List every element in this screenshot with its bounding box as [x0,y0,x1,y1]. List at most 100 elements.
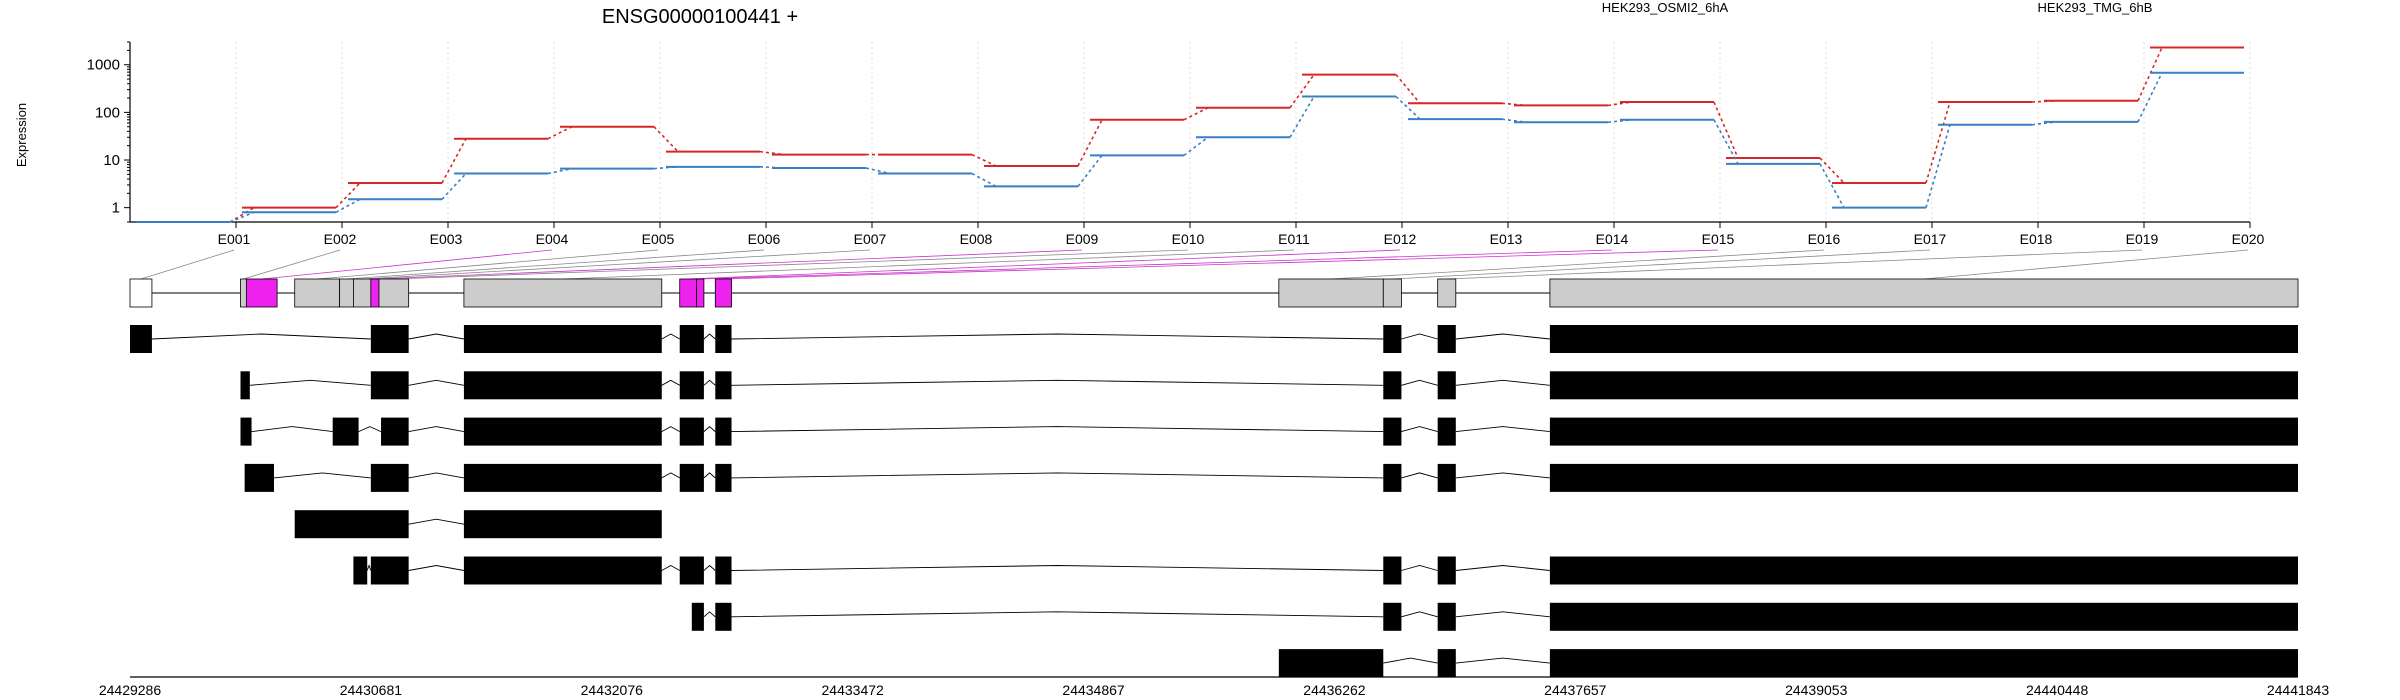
x-tick-label: E004 [536,231,569,247]
exon-connector [393,249,1189,280]
exon-bin [339,278,354,308]
exon-connector [140,249,235,280]
exon-bin [1382,278,1402,308]
transcript-intron [358,426,382,433]
exon-bin [1278,278,1384,308]
transcript-intron [1455,611,1550,618]
transcript-intron [251,426,333,433]
transcript-intron [1401,426,1438,433]
transcript-intron [1455,333,1550,340]
exon-bin [463,278,663,308]
y-axis-label: Expression [14,103,29,167]
exon-bin [378,278,410,308]
transcript-intron [1455,565,1550,571]
transcript-intron [661,472,680,479]
coord-tick-label: 24429286 [99,682,162,698]
legend-entry: HEK293_OSMI2_6hA [1602,0,1729,15]
coordinate-axis: 24429286 24430681 24432076 24433472 24434867… [99,676,2330,698]
transcript-exon [679,325,704,353]
x-tick-label: E012 [1384,231,1417,247]
coord-tick-label: 24430681 [340,682,403,698]
x-tick-label: E008 [960,231,993,247]
series [136,46,2244,223]
exon-connector [1392,249,1931,280]
exon-connector [261,249,553,280]
exon-connector [243,249,341,280]
exon-connector [1446,249,2143,280]
exon-connector [317,249,659,280]
transcript-exon [1437,371,1456,400]
exon-connector [346,249,765,280]
y-tick-label: 1 [112,200,120,217]
x-tick-label: E006 [748,231,781,247]
x-tick-label: E007 [854,231,887,247]
transcript-exon [370,556,409,585]
transcript-intron [1401,611,1438,618]
exon-bin [240,278,247,308]
chart-title: ENSG00000100441 + [602,6,798,28]
transcript-exon [679,556,704,585]
transcript-row [240,371,2298,400]
series-connector [1289,74,1315,109]
x-tick-label: E015 [1702,231,1735,247]
transcript-exon [463,510,662,539]
y-tick-label: 100 [95,104,120,121]
exon-bin [1437,278,1457,308]
transcript-exon [1437,417,1456,446]
transcript-intron [703,333,716,340]
transcript-intron [731,379,1384,386]
transcript-intron [1401,379,1438,386]
transcript-intron [1455,426,1550,433]
transcript-exon [1437,649,1456,678]
exon-bin [353,278,372,308]
transcript-exon [715,325,732,353]
transcript-intron [1455,657,1550,664]
transcript-exon [1549,556,2298,585]
coord-tick-label: 24441843 [2267,682,2330,698]
transcript-intron [703,611,716,618]
transcript-exon [463,417,662,446]
transcript-exon [1437,463,1456,492]
x-tick-label: E003 [430,231,463,247]
transcript-exon [381,417,409,446]
x-tick-label: E005 [642,231,675,247]
series-connector [1183,136,1209,157]
exon-connector [1331,249,1825,280]
transcript-row [294,510,662,539]
transcript-exon [1549,417,2298,446]
series-line [136,71,2244,223]
transcript-exon [1383,325,1402,353]
transcript-exon [332,417,359,446]
series-connector [1077,119,1103,167]
exon-connector [562,249,1295,280]
exon-connector [1923,249,2249,280]
transcript-intron [151,333,371,340]
transcript-intron [703,564,716,571]
x-tick-label: E010 [1172,231,1205,247]
transcript-exon [1278,649,1384,678]
x-tick-label: E018 [2020,231,2053,247]
x-tick-label: E014 [1596,231,1629,247]
legend-entry: HEK293_TMG_6hB [2038,0,2153,15]
transcript-intron [408,518,464,525]
transcripts [130,325,2298,678]
transcript-exon [1549,649,2298,678]
transcript-exon [370,325,409,353]
transcript-intron [731,472,1384,479]
transcript-exon [244,463,274,492]
transcript-exon [370,463,409,492]
transcript-intron [366,564,372,571]
transcript-intron [1401,333,1438,340]
transcript-intron [731,426,1384,433]
transcript-exon [463,371,662,400]
transcript-intron [703,472,716,479]
exon-connector [688,249,1401,280]
transcript-exon [679,463,704,492]
exon-connector [700,249,1613,280]
transcript-exon [1383,371,1402,400]
series-connector [1289,96,1315,138]
transcript-exon [463,463,662,492]
coord-tick-label: 24436262 [1303,682,1366,698]
transcript-exon [1437,325,1456,353]
